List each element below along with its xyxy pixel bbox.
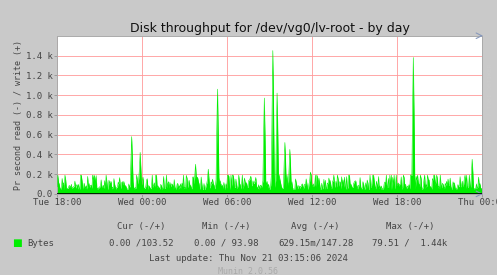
Text: 0.00 / 93.98: 0.00 / 93.98 [194, 239, 258, 248]
Text: 0.00 /103.52: 0.00 /103.52 [109, 239, 174, 248]
Text: RRDTOOL / TOBI OETIKER: RRDTOOL / TOBI OETIKER [487, 63, 492, 146]
Text: Bytes: Bytes [27, 239, 54, 248]
Y-axis label: Pr second read (-) / write (+): Pr second read (-) / write (+) [14, 40, 23, 190]
Text: Munin 2.0.56: Munin 2.0.56 [219, 267, 278, 275]
Text: Max (-/+): Max (-/+) [386, 222, 434, 231]
Text: ■: ■ [12, 238, 22, 248]
Text: Cur (-/+): Cur (-/+) [117, 222, 166, 231]
Text: Last update: Thu Nov 21 03:15:06 2024: Last update: Thu Nov 21 03:15:06 2024 [149, 254, 348, 263]
Title: Disk throughput for /dev/vg0/lv-root - by day: Disk throughput for /dev/vg0/lv-root - b… [130, 21, 410, 35]
Text: 629.15m/147.28: 629.15m/147.28 [278, 239, 353, 248]
Text: Avg (-/+): Avg (-/+) [291, 222, 340, 231]
Text: Min (-/+): Min (-/+) [202, 222, 250, 231]
Text: 79.51 /  1.44k: 79.51 / 1.44k [372, 239, 448, 248]
